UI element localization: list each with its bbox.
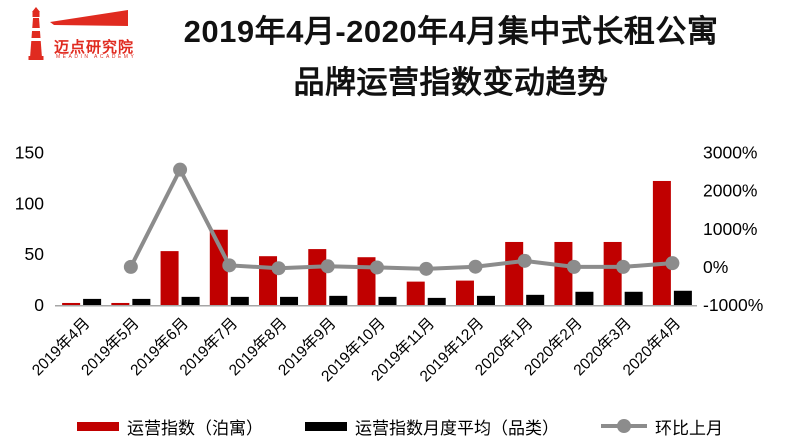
chart-svg: 050100150-1000%0%1000%2000%3000%2019年4月2… xyxy=(15,143,764,386)
bar-monthly-average xyxy=(673,290,692,305)
bar-operating-index xyxy=(62,302,81,305)
trend-point xyxy=(222,258,237,273)
right-axis-tick: 3000% xyxy=(703,143,758,163)
bar-operating-index xyxy=(455,280,474,305)
right-axis-tick: 0% xyxy=(703,257,728,277)
bar-monthly-average xyxy=(132,298,151,305)
bar-monthly-average xyxy=(83,298,102,305)
legend-swatch-red-bar xyxy=(77,421,119,431)
bar-monthly-average xyxy=(575,291,594,305)
chart-title-line2: 品牌运营指数变动趋势 xyxy=(293,65,609,101)
chart-area: 0 50 100 150 -1000% 0% 1000% 2000% 3000% 2019年4月 2… xyxy=(0,130,800,408)
bar-monthly-average xyxy=(230,296,249,305)
bar-operating-index xyxy=(505,241,524,305)
bar-monthly-average xyxy=(476,295,495,305)
trend-point xyxy=(271,261,286,276)
bar-operating-index xyxy=(160,251,179,305)
bar-monthly-average xyxy=(378,296,397,305)
legend-label-mom-change: 环比上月 xyxy=(655,418,723,438)
bar-operating-index xyxy=(603,241,622,305)
left-axis-tick: 100 xyxy=(15,193,44,213)
legend-item-monthly-average: 运营指数月度平均（品类） xyxy=(305,414,559,439)
bar-monthly-average xyxy=(624,291,643,305)
bar-monthly-average xyxy=(427,297,446,305)
trend-point xyxy=(665,256,680,271)
bar-operating-index xyxy=(308,249,327,305)
left-axis-tick: 0 xyxy=(34,295,44,315)
bar-monthly-average xyxy=(181,296,200,305)
legend-label-operating-index: 运营指数（泊寓） xyxy=(127,418,263,438)
bar-monthly-average xyxy=(280,296,299,305)
logo-subtext: MEADIN ACADEMY xyxy=(56,54,137,60)
legend-item-mom-change: 环比上月 xyxy=(601,414,723,439)
right-axis-tick: 1000% xyxy=(703,219,758,239)
bar-operating-index xyxy=(554,241,573,305)
legend-swatch-black-bar xyxy=(305,421,347,431)
left-axis-tick: 150 xyxy=(15,143,44,163)
chart-title: 2019年4月-2020年4月集中式长租公寓 品牌运营指数变动趋势 xyxy=(115,6,787,108)
trend-point xyxy=(419,261,434,276)
bar-monthly-average xyxy=(329,295,348,305)
legend-item-operating-index: 运营指数（泊寓） xyxy=(77,414,263,439)
bar-operating-index xyxy=(209,229,228,305)
trend-point xyxy=(370,260,384,275)
chart-title-line1: 2019年4月-2020年4月集中式长租公寓 xyxy=(183,14,719,49)
trend-point xyxy=(123,259,138,274)
legend: 运营指数（泊寓） 运营指数月度平均（品类） 环比上月 xyxy=(0,410,800,442)
bar-operating-index xyxy=(652,180,671,305)
logo-text: 迈点研究院 xyxy=(54,39,135,56)
left-axis-tick: 50 xyxy=(25,244,45,264)
right-axis-tick: 2000% xyxy=(703,181,758,201)
trend-point xyxy=(320,259,335,274)
trend-point xyxy=(468,259,483,274)
bar-operating-index xyxy=(406,281,425,305)
legend-label-monthly-average: 运营指数月度平均（品类） xyxy=(355,418,559,438)
bar-operating-index xyxy=(111,302,130,305)
trend-point xyxy=(566,259,581,274)
trend-point xyxy=(173,162,188,177)
trend-point xyxy=(517,253,532,268)
lighthouse-icon xyxy=(28,7,128,60)
legend-swatch-trend-line xyxy=(601,419,647,433)
trend-point xyxy=(616,259,631,274)
trend-line xyxy=(129,165,673,271)
right-axis-tick: -1000% xyxy=(703,295,763,315)
bar-monthly-average xyxy=(526,294,545,305)
meadin-logo: 迈点研究院 MEADIN ACADEMY xyxy=(24,6,135,64)
